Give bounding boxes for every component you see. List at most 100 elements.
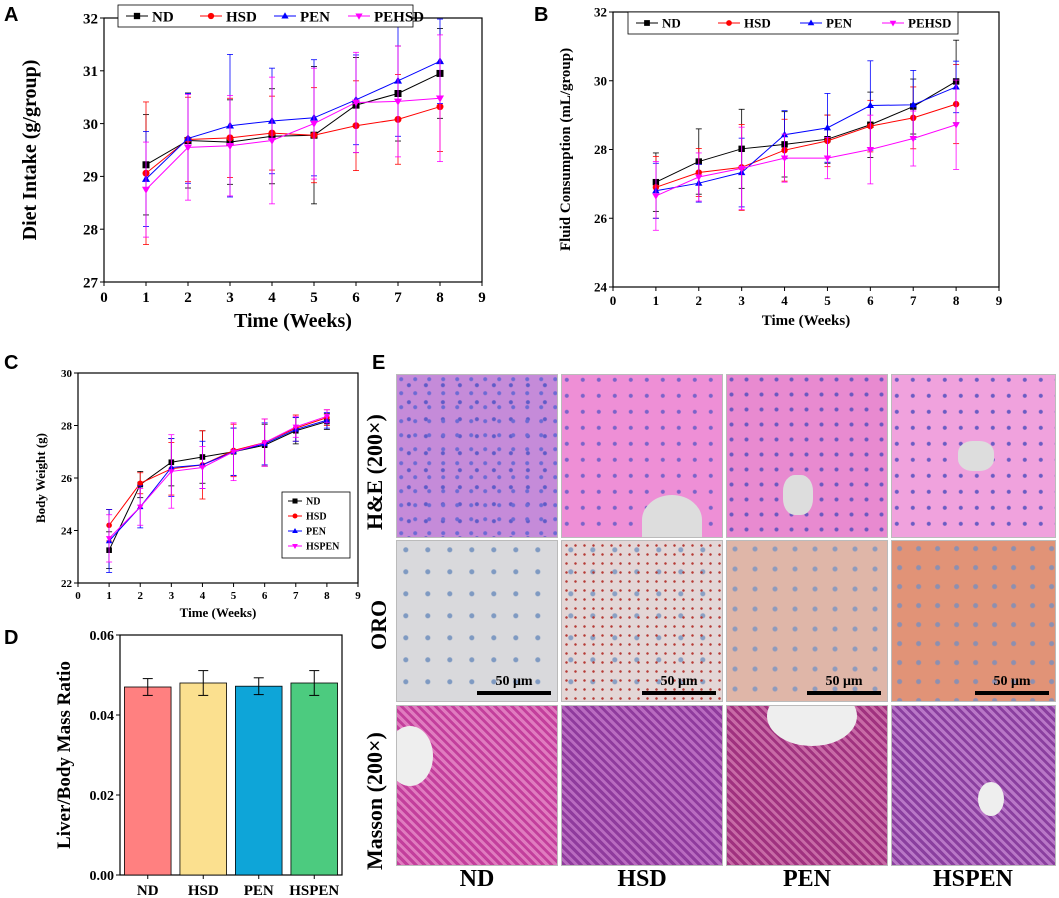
y-tick-label: 27 <box>83 275 99 291</box>
tile-he-nd <box>396 374 558 538</box>
data-point-pen <box>823 124 832 131</box>
legend-label: HSD <box>744 16 771 31</box>
data-point-pen <box>909 100 917 108</box>
data-point-pehsd <box>952 122 960 129</box>
bar-nd <box>124 686 172 876</box>
panel-letter-e: E <box>372 352 386 374</box>
x-tick-label: HSD <box>188 883 219 898</box>
x-tick-label: 1 <box>142 290 150 306</box>
chart-d-liver-body-ratio: 0.00 0.02 0.04 0.06 Liver/Body Mass Ratio ND H… <box>54 629 343 898</box>
data-point-pehsd <box>225 142 235 150</box>
x-tick-label: 0 <box>100 290 108 306</box>
y-tick-label: 0.04 <box>90 709 115 724</box>
data-point-hspen <box>292 424 299 431</box>
legend-label: PEHSD <box>908 16 951 31</box>
legend-marker <box>292 513 298 519</box>
col-label-hspen: HSPEN <box>932 866 1013 892</box>
legend-box <box>117 4 414 28</box>
tile-oro-nd: 50 μm <box>396 540 558 702</box>
x-axis-label: Time (Weeks) <box>180 605 257 620</box>
x-tick-label: 2 <box>696 293 703 308</box>
y-tick-label: 30 <box>83 117 98 133</box>
legend-label: PEN <box>300 9 330 25</box>
scale-bar-pen: 50 μm <box>807 674 881 695</box>
x-tick-label: HSPEN <box>289 883 339 898</box>
chart-b-fluid-consumption: 0 1 2 3 4 5 6 7 8 9 24 26 28 30 32 Time (Weeks) Fluid Co… <box>558 5 1003 329</box>
x-tick-label: 2 <box>184 290 192 306</box>
data-point-hspen <box>105 536 113 542</box>
x-tick-label: 1 <box>653 293 660 308</box>
plot-frame <box>103 17 483 283</box>
data-point-pehsd <box>866 146 875 154</box>
panel-letter-a: A <box>4 4 19 26</box>
plot-frame <box>119 634 343 876</box>
y-axis-label: Liver/Body Mass Ratio <box>54 661 75 849</box>
data-point-hspen <box>323 414 331 420</box>
tile-masson-pen <box>726 705 888 866</box>
scale-bar-nd: 50 μm <box>477 674 551 695</box>
panel-letter-c: C <box>4 352 19 374</box>
data-point-pehsd <box>435 95 445 103</box>
x-tick-label: 0 <box>75 590 81 602</box>
x-tick-label: 5 <box>824 293 831 308</box>
series-line-hsd <box>655 103 957 188</box>
tile-masson-nd <box>396 705 558 866</box>
y-tick-label: 28 <box>594 142 608 157</box>
x-axis-label: Time (Weeks) <box>234 310 352 332</box>
y-tick-label: 30 <box>61 368 73 380</box>
y-tick-label: 31 <box>83 64 98 80</box>
legend-marker <box>889 20 897 27</box>
bar-pen <box>235 685 283 876</box>
panel-letter-d: D <box>4 627 19 649</box>
y-axis-label: Body Weight (g) <box>33 433 48 523</box>
x-tick-label: 4 <box>781 293 788 308</box>
plot-frame <box>612 11 1000 288</box>
y-tick-label: 30 <box>594 73 607 88</box>
chart-a-diet-intake: 0 1 2 3 4 5 6 7 8 9 27 28 29 30 31 32 Time (Weeks) Diet I… <box>19 4 486 332</box>
series-line-hspen <box>108 415 328 539</box>
x-tick-label: PEN <box>244 883 274 898</box>
legend-marker <box>355 13 363 20</box>
data-point-pehsd <box>183 144 193 152</box>
series-line-pen <box>145 60 441 180</box>
x-axis-label: Time (Weeks) <box>762 313 850 329</box>
x-tick-label: 6 <box>352 290 360 306</box>
legend-marker <box>726 20 732 26</box>
legend-label: HSPEN <box>306 542 340 553</box>
legend-label: PEN <box>826 16 853 31</box>
legend-label: ND <box>662 16 681 31</box>
data-point-pehsd <box>267 137 277 145</box>
x-tick-label: 1 <box>106 590 112 602</box>
tile-he-hspen <box>891 374 1056 538</box>
y-axis-label: Diet Intake (g/group) <box>19 60 41 241</box>
tile-oro-hsd: 50 μm <box>561 540 723 702</box>
row-label-masson: Masson (200×) <box>362 732 387 870</box>
x-tick-label: 0 <box>610 293 617 308</box>
data-point-hspen <box>199 465 206 471</box>
data-point-pehsd <box>652 193 660 200</box>
legend-marker <box>644 20 650 26</box>
x-tick-label: 9 <box>355 590 361 602</box>
y-tick-label: 22 <box>61 578 73 590</box>
x-tick-label: 5 <box>310 290 318 306</box>
legend-label: HSD <box>226 9 257 25</box>
y-tick-label: 24 <box>61 525 73 537</box>
x-tick-label: 3 <box>169 590 175 602</box>
chart-c-body-weight: 0 1 2 3 4 5 6 7 8 9 22 24 26 28 30 Time (Weeks) Body Wei… <box>33 368 361 620</box>
data-point-hspen <box>168 469 175 475</box>
series-line-nd <box>145 72 441 166</box>
series-line-pehsd <box>145 97 441 190</box>
series-line-pehsd <box>655 124 957 197</box>
tile-oro-pen: 50 μm <box>726 540 888 702</box>
data-point-pehsd <box>823 155 832 162</box>
x-tick-label: 5 <box>231 590 237 602</box>
x-tick-label: ND <box>137 883 159 898</box>
legend-marker <box>807 19 815 26</box>
data-point-hsd <box>137 480 144 487</box>
row-label-oro: ORO <box>366 599 391 650</box>
x-tick-label: 4 <box>268 290 276 306</box>
legend-label: PEHSD <box>374 9 424 25</box>
y-tick-label: 32 <box>594 5 607 20</box>
y-tick-label: 0.02 <box>90 789 115 804</box>
data-point-hspen <box>230 449 237 456</box>
